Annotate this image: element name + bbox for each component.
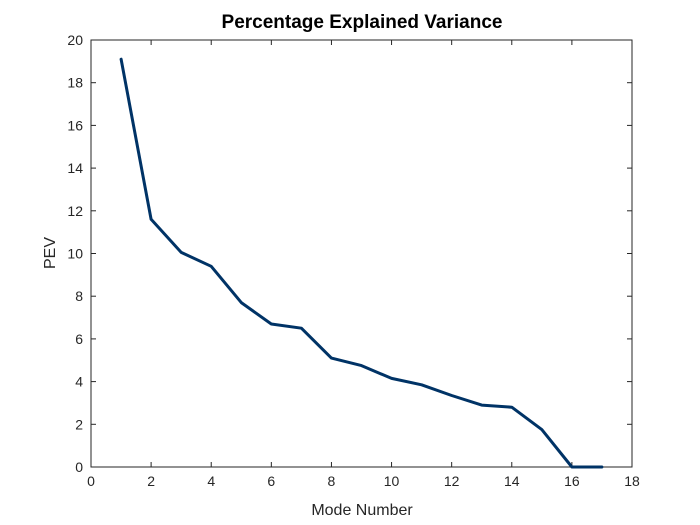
data-point [270,323,273,325]
data-point [450,394,453,397]
x-tick-label: 12 [444,473,460,489]
data-point [571,466,573,468]
data-point [210,265,213,268]
data-point [120,58,122,61]
data-point [420,384,423,386]
data-point [180,251,182,254]
series-layer [119,57,604,469]
x-tick-label: 2 [147,473,155,489]
y-tick-label: 4 [75,374,83,390]
chart-title: Percentage Explained Variance [222,12,503,33]
x-tick-label: 0 [87,473,95,489]
y-tick-label: 20 [67,32,83,48]
y-tick-label: 12 [67,203,83,219]
y-axis: 0 2 4 6 8 10 12 14 16 18 20 [67,32,632,475]
series-line [119,57,604,469]
y-tick-label: 16 [67,117,83,133]
y-tick-label: 18 [67,75,83,91]
x-tick-label: 10 [384,473,400,489]
y-tick-label: 6 [75,331,83,347]
y-axis-label: PEV [42,237,59,269]
plot-area [90,39,633,468]
x-tick-label: 6 [267,473,275,489]
x-axis: 0 2 4 6 8 10 12 14 16 18 [87,40,640,489]
y-tick-label: 2 [75,416,83,432]
y-tick-label: 0 [75,459,83,475]
data-point [330,357,333,359]
x-tick-label: 4 [207,473,215,489]
x-axis-label: Mode Number [311,502,413,519]
y-tick-label: 8 [75,288,83,304]
data-point [510,406,513,409]
data-point [300,327,303,330]
y-tick-label: 10 [67,246,83,262]
x-tick-label: 16 [564,473,580,489]
x-tick-label: 14 [504,473,520,489]
data-point [601,466,603,468]
data-point [240,301,243,304]
x-tick-label: 18 [624,473,640,489]
data-point [541,428,543,431]
data-point [390,377,393,380]
y-tick-label: 14 [67,160,83,176]
data-point [360,364,363,367]
data-point [150,218,152,221]
data-point [480,404,483,406]
x-tick-label: 8 [328,473,336,489]
